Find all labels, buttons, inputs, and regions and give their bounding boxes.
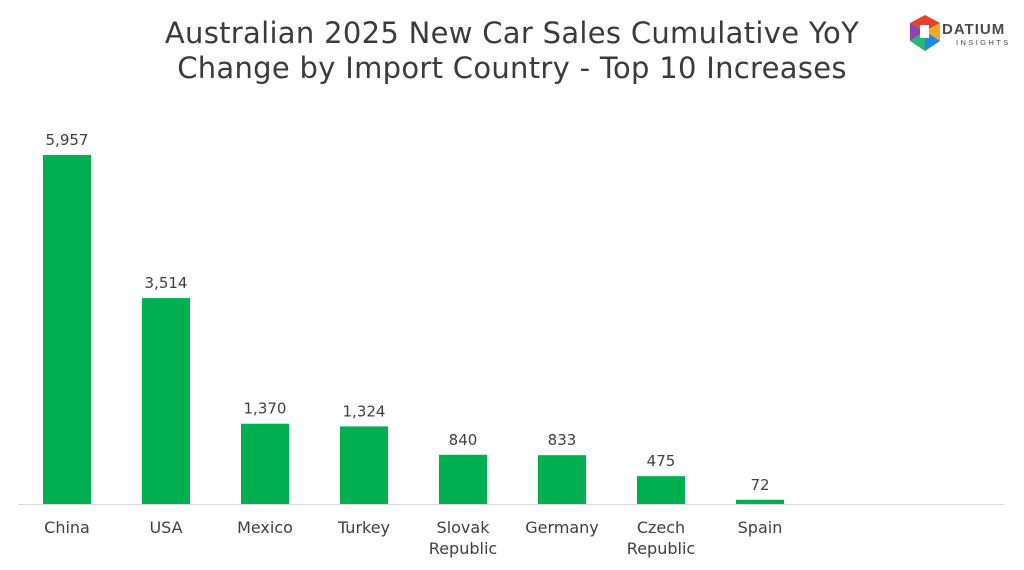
data-label: 5,957 [46, 131, 89, 149]
data-label: 475 [647, 452, 676, 470]
category-label: Czech [637, 518, 685, 537]
datium-logo: DATIUM INSIGHTS [910, 13, 1022, 53]
data-label: 1,370 [244, 400, 287, 418]
bar [736, 499, 784, 504]
chart-title: Australian 2025 New Car Sales Cumulative… [60, 16, 964, 86]
bar [439, 454, 487, 504]
category-label: China [44, 518, 90, 537]
bar [637, 476, 685, 504]
bar [340, 426, 388, 504]
category-label: Turkey [337, 518, 390, 537]
data-label: 833 [548, 431, 577, 449]
category-label: USA [149, 518, 182, 537]
chart-title-line-1: Australian 2025 New Car Sales Cumulative… [164, 16, 860, 50]
logo-subtitle: INSIGHTS [956, 38, 1011, 47]
data-label: 72 [750, 476, 769, 494]
data-label: 840 [449, 431, 478, 449]
data-label: 1,324 [343, 402, 386, 420]
category-label: Germany [525, 518, 599, 537]
bar [241, 423, 289, 504]
logo-wordmark: DATIUM [942, 21, 1006, 38]
category-label: Mexico [237, 518, 293, 537]
data-label: 3,514 [145, 274, 188, 292]
category-label: Republic [627, 539, 695, 558]
datium-logo-mark-icon [910, 15, 940, 51]
bar [538, 455, 586, 504]
category-label: Republic [429, 539, 497, 558]
category-label: Slovak [437, 518, 491, 537]
chart-title-line-2: Change by Import Country - Top 10 Increa… [177, 51, 847, 85]
bar [43, 154, 91, 504]
category-label: Spain [738, 518, 783, 537]
bar [142, 298, 190, 504]
